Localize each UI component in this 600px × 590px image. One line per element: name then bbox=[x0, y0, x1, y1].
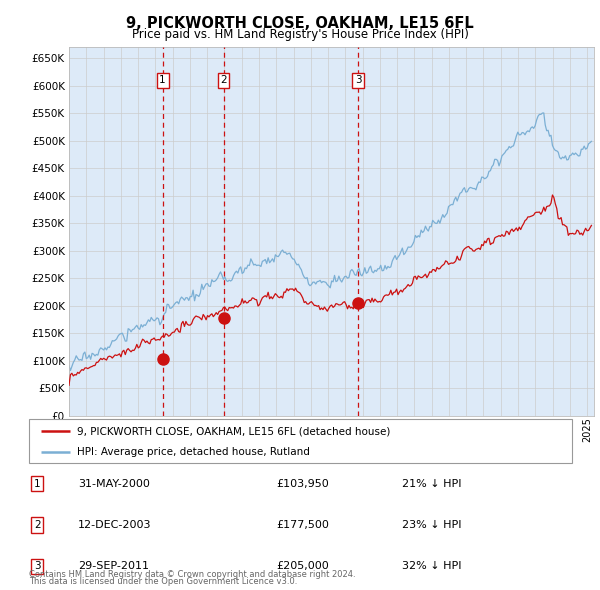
Text: 31-MAY-2000: 31-MAY-2000 bbox=[78, 479, 150, 489]
Text: 23% ↓ HPI: 23% ↓ HPI bbox=[402, 520, 461, 530]
Text: HPI: Average price, detached house, Rutland: HPI: Average price, detached house, Rutl… bbox=[77, 447, 310, 457]
Text: 21% ↓ HPI: 21% ↓ HPI bbox=[402, 479, 461, 489]
Text: 32% ↓ HPI: 32% ↓ HPI bbox=[402, 562, 461, 571]
Text: 29-SEP-2011: 29-SEP-2011 bbox=[78, 562, 149, 571]
Text: £103,950: £103,950 bbox=[276, 479, 329, 489]
Text: Price paid vs. HM Land Registry's House Price Index (HPI): Price paid vs. HM Land Registry's House … bbox=[131, 28, 469, 41]
FancyBboxPatch shape bbox=[29, 419, 572, 463]
Text: Contains HM Land Registry data © Crown copyright and database right 2024.: Contains HM Land Registry data © Crown c… bbox=[29, 571, 355, 579]
Text: 9, PICKWORTH CLOSE, OAKHAM, LE15 6FL (detached house): 9, PICKWORTH CLOSE, OAKHAM, LE15 6FL (de… bbox=[77, 427, 390, 436]
Text: 3: 3 bbox=[355, 75, 362, 85]
Text: 3: 3 bbox=[34, 562, 41, 571]
Text: £177,500: £177,500 bbox=[276, 520, 329, 530]
Text: 2: 2 bbox=[34, 520, 41, 530]
Text: 9, PICKWORTH CLOSE, OAKHAM, LE15 6FL: 9, PICKWORTH CLOSE, OAKHAM, LE15 6FL bbox=[126, 16, 474, 31]
Text: 1: 1 bbox=[34, 479, 41, 489]
Text: 12-DEC-2003: 12-DEC-2003 bbox=[78, 520, 151, 530]
Text: 1: 1 bbox=[159, 75, 166, 85]
Text: £205,000: £205,000 bbox=[276, 562, 329, 571]
Text: 2: 2 bbox=[220, 75, 227, 85]
Text: This data is licensed under the Open Government Licence v3.0.: This data is licensed under the Open Gov… bbox=[29, 578, 297, 586]
